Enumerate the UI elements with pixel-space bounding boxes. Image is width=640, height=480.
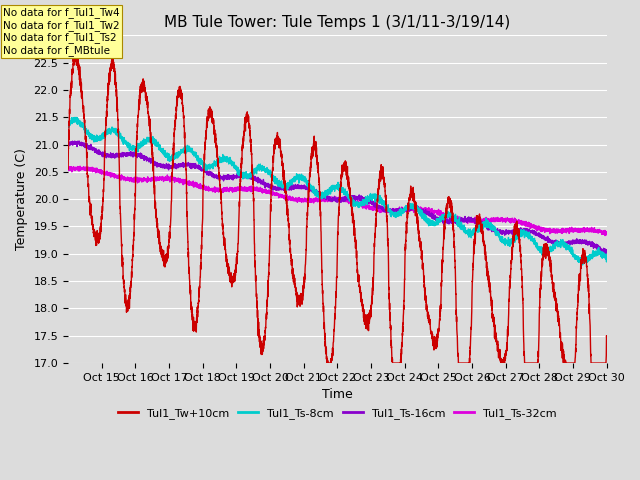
Tul1_Ts-8cm xyxy=(603,256,611,262)
Line: Tul1_Ts-16cm: Tul1_Ts-16cm xyxy=(68,141,607,254)
Tul1_Ts-32cm xyxy=(317,197,325,203)
Tul1_Tw+10cm xyxy=(603,334,611,340)
Tul1_Tw+10cm xyxy=(324,360,332,366)
Tul1_Tw+10cm xyxy=(271,136,279,142)
Line: Tul1_Tw+10cm: Tul1_Tw+10cm xyxy=(68,52,607,363)
Tul1_Ts-8cm xyxy=(475,224,483,230)
Tul1_Ts-16cm xyxy=(271,185,279,191)
Line: Tul1_Ts-32cm: Tul1_Ts-32cm xyxy=(68,166,607,236)
Tul1_Ts-16cm xyxy=(64,139,72,145)
Tul1_Ts-16cm xyxy=(475,219,483,225)
Y-axis label: Temperature (C): Temperature (C) xyxy=(15,148,28,250)
Tul1_Ts-32cm xyxy=(603,229,611,235)
Tul1_Tw+10cm xyxy=(317,249,325,255)
Line: Tul1_Ts-8cm: Tul1_Ts-8cm xyxy=(68,118,607,265)
Tul1_Ts-16cm xyxy=(603,251,611,256)
Tul1_Ts-8cm xyxy=(64,121,72,127)
Tul1_Ts-32cm xyxy=(83,167,91,173)
Tul1_Ts-32cm xyxy=(378,206,386,212)
Title: MB Tule Tower: Tule Temps 1 (3/1/11-3/19/14): MB Tule Tower: Tule Temps 1 (3/1/11-3/19… xyxy=(164,15,511,30)
Tul1_Tw+10cm xyxy=(393,360,401,366)
Tul1_Ts-8cm xyxy=(579,262,586,268)
Text: No data for f_Tul1_Tw4
No data for f_Tul1_Tw2
No data for f_Tul1_Ts2
No data for: No data for f_Tul1_Tw4 No data for f_Tul… xyxy=(3,7,120,56)
Tul1_Ts-32cm xyxy=(76,163,84,169)
Tul1_Tw+10cm xyxy=(64,166,72,172)
Tul1_Ts-32cm xyxy=(393,206,401,212)
Tul1_Ts-16cm xyxy=(602,251,609,257)
Tul1_Tw+10cm xyxy=(83,163,91,168)
Tul1_Ts-8cm xyxy=(317,194,325,200)
Tul1_Ts-32cm xyxy=(64,168,72,173)
Tul1_Ts-8cm xyxy=(83,130,91,136)
Tul1_Ts-16cm xyxy=(317,192,325,198)
Tul1_Ts-16cm xyxy=(393,208,401,214)
Tul1_Ts-16cm xyxy=(75,138,83,144)
Tul1_Ts-16cm xyxy=(83,144,91,150)
Tul1_Ts-16cm xyxy=(378,205,386,211)
Tul1_Ts-32cm xyxy=(601,233,609,239)
Tul1_Ts-32cm xyxy=(271,192,279,198)
Tul1_Tw+10cm xyxy=(378,174,386,180)
Tul1_Ts-32cm xyxy=(475,219,483,225)
Tul1_Ts-8cm xyxy=(393,212,401,217)
Tul1_Tw+10cm xyxy=(476,221,483,227)
X-axis label: Time: Time xyxy=(322,388,353,401)
Legend: Tul1_Tw+10cm, Tul1_Ts-8cm, Tul1_Ts-16cm, Tul1_Ts-32cm: Tul1_Tw+10cm, Tul1_Ts-8cm, Tul1_Ts-16cm,… xyxy=(114,403,561,423)
Tul1_Tw+10cm xyxy=(72,49,79,55)
Tul1_Ts-8cm xyxy=(378,198,386,204)
Tul1_Ts-8cm xyxy=(271,179,279,184)
Tul1_Ts-8cm xyxy=(71,115,79,120)
